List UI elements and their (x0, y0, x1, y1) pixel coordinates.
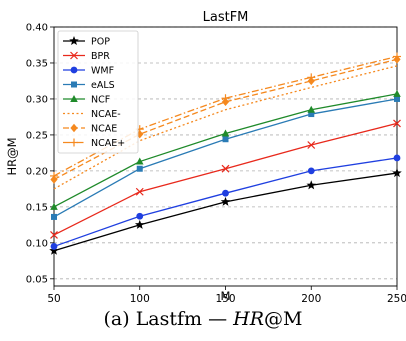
data-point-eals (308, 111, 315, 118)
y-tick-label: 0.25 (26, 130, 48, 141)
figure-caption: (a) Lastfm — HR@M (0, 308, 406, 330)
data-point-bpr-stroke (221, 164, 230, 173)
legend-marker-pop (69, 36, 79, 46)
legend: POP BPR WMF eALS NCF NCAE- NCAE NCAE+ (57, 30, 139, 154)
y-tick-label: 0.05 (26, 274, 48, 285)
data-point-eals (222, 136, 229, 143)
x-tick-label: 50 (47, 293, 60, 305)
y-tick-label: 0.30 (26, 94, 48, 105)
legend-marker-wmf (70, 66, 78, 74)
caption-prefix: (a) Lastfm — (103, 308, 234, 330)
data-point-ncf (393, 89, 401, 97)
legend-marker-ncf (70, 95, 78, 102)
data-point-ncf (135, 157, 144, 165)
legend-label-ncae: NCAE (91, 124, 117, 135)
x-tick-label: 150 (215, 293, 235, 305)
data-point-eals (136, 165, 143, 172)
data-point-wmf (307, 167, 315, 175)
y-tick-label: 0.40 (26, 23, 48, 34)
data-point-pop (220, 196, 231, 206)
data-point-ncf (50, 202, 58, 210)
data-point-ncae-plus (393, 52, 401, 61)
legend-label-pop: POP (91, 37, 110, 48)
data-point-ncf (307, 105, 316, 113)
data-point-ncae-plus (307, 73, 316, 82)
data-point-bpr-stroke (50, 230, 58, 239)
data-point-ncae-plus (221, 94, 230, 103)
legend-label-ncae-minus: NCAE- (91, 109, 121, 120)
legend-label-ncae-plus: NCAE+ (91, 138, 125, 149)
y-tick-label: 0.35 (26, 58, 48, 69)
x-tick-label: 250 (387, 293, 406, 305)
data-point-ncae-plus (50, 171, 58, 180)
y-axis-label: HR@M (5, 137, 19, 175)
chart-title: LastFM (203, 10, 249, 25)
legend-marker-bpr-stroke (70, 51, 78, 60)
legend-label-wmf: WMF (91, 66, 114, 77)
series-line-ncae-plus (53, 55, 398, 177)
data-point-bpr (221, 164, 230, 173)
data-point-pop (392, 168, 402, 178)
legend-marker-ncae-plus (70, 138, 78, 147)
data-point-bpr (307, 141, 316, 149)
x-tick-label: 100 (130, 293, 150, 305)
data-point-bpr-stroke (307, 141, 316, 149)
data-point-bpr-stroke (135, 187, 144, 196)
data-point-eals (51, 213, 57, 220)
data-point-pop (134, 219, 145, 229)
legend-label-bpr: BPR (91, 51, 110, 62)
x-axis-label: M (221, 289, 231, 303)
data-point-eals (394, 95, 400, 102)
y-tick-label: 0.15 (26, 202, 48, 213)
legend-box (57, 30, 139, 154)
data-point-bpr-stroke (393, 119, 401, 128)
y-tick-label: 0.10 (26, 238, 48, 249)
data-point-wmf (222, 189, 229, 197)
legend-label-ncf: NCF (91, 95, 110, 106)
data-point-bpr (50, 230, 58, 239)
line-chart: 0.05 0.10 0.15 0.20 0.25 0.30 0.35 0.40 50 100 150… (5, 10, 406, 305)
series-line-ncae-minus (53, 65, 398, 190)
data-point-pop (49, 245, 59, 255)
legend-marker-bpr (70, 51, 78, 60)
data-point-bpr (135, 187, 144, 196)
data-point-pop (306, 180, 317, 190)
x-tick-label: 200 (301, 293, 321, 305)
legend-label-eals: eALS (91, 80, 115, 91)
legend-marker-ncae (70, 123, 78, 133)
series-line-pop (53, 172, 398, 252)
legend-marker-eals (71, 81, 77, 88)
caption-metric: HR (233, 308, 265, 330)
data-point-bpr (393, 119, 401, 128)
data-point-wmf (136, 212, 144, 220)
data-point-wmf (393, 154, 401, 162)
caption-suffix: @M (264, 308, 303, 330)
data-point-ncf (221, 129, 230, 137)
data-point-wmf (50, 243, 58, 250)
y-tick-label: 0.20 (26, 166, 48, 177)
